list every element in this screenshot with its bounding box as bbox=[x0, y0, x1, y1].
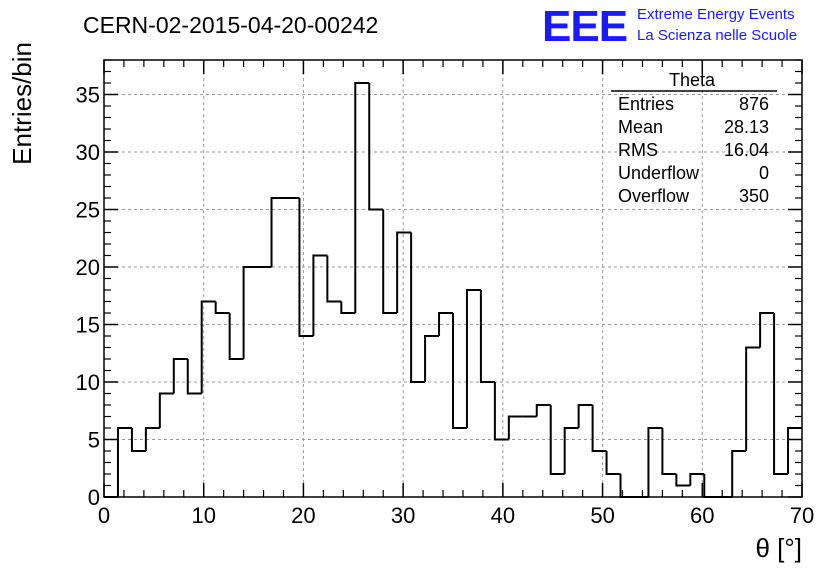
eee-logo: EEE Extreme Energy Events La Scienza nel… bbox=[542, 2, 797, 51]
histogram-bin bbox=[493, 382, 509, 441]
histogram-bin bbox=[452, 313, 467, 429]
histogram-bin bbox=[507, 415, 523, 440]
x-tick-label: 50 bbox=[590, 503, 614, 528]
x-tick-label: 30 bbox=[391, 503, 415, 528]
histogram-bin bbox=[549, 405, 565, 475]
histogram-bin bbox=[675, 474, 691, 487]
stats-box: Theta Entries 876 Mean 28.13 RMS 16.04 Underfl… bbox=[611, 70, 777, 206]
stats-row-label: Mean bbox=[618, 117, 663, 137]
stats-row-label: RMS bbox=[618, 140, 658, 160]
chart-title: CERN-02-2015-04-20-00242 bbox=[83, 12, 378, 38]
logo-line2: La Scienza nelle Scuole bbox=[637, 27, 797, 44]
histogram-bin bbox=[242, 266, 258, 359]
y-tick-label: 10 bbox=[76, 370, 100, 395]
histogram-bin bbox=[186, 359, 202, 395]
histogram-bin bbox=[368, 83, 384, 211]
stats-row-label: Entries bbox=[618, 94, 674, 114]
histogram-bin bbox=[647, 427, 663, 497]
y-tick-labels: 0 5 10 15 20 25 30 35 bbox=[76, 83, 100, 511]
histogram-bin bbox=[200, 300, 216, 394]
histogram-bin bbox=[479, 290, 495, 383]
histogram-bin bbox=[689, 473, 705, 486]
histogram-bin bbox=[326, 255, 342, 303]
histogram-bin bbox=[424, 335, 440, 382]
logo-letters: EEE bbox=[542, 2, 627, 51]
stats-row-value: 876 bbox=[739, 94, 769, 114]
histogram-bin bbox=[605, 451, 621, 475]
axis-ticks bbox=[103, 59, 803, 498]
histogram-bin bbox=[172, 358, 188, 394]
histogram-bin bbox=[465, 289, 481, 428]
y-tick-label: 0 bbox=[88, 485, 100, 510]
histogram-bin bbox=[661, 428, 677, 475]
x-tick-label: 0 bbox=[98, 503, 110, 528]
stats-row-value: 0 bbox=[759, 163, 769, 183]
histogram-bin bbox=[270, 197, 286, 267]
histogram-bin bbox=[731, 450, 747, 497]
y-tick-label: 20 bbox=[76, 255, 100, 280]
histogram-bin bbox=[396, 231, 412, 313]
histogram-bin bbox=[745, 346, 761, 451]
y-tick-label: 15 bbox=[76, 313, 100, 338]
histogram-bin bbox=[759, 312, 775, 348]
x-tick-label: 20 bbox=[291, 503, 315, 528]
stats-box-title: Theta bbox=[669, 70, 716, 90]
histogram-bin bbox=[158, 392, 174, 428]
histogram-bin bbox=[577, 404, 593, 428]
histogram-bin bbox=[228, 313, 244, 360]
stats-row-value: 16.04 bbox=[724, 140, 769, 160]
histogram-bin bbox=[773, 313, 789, 475]
histogram-bin bbox=[130, 428, 146, 452]
y-tick-label: 5 bbox=[88, 428, 100, 453]
histogram-bin bbox=[298, 198, 314, 337]
y-tick-label: 35 bbox=[76, 83, 100, 108]
histogram-bin bbox=[214, 301, 230, 314]
x-tick-labels: 0 10 20 30 40 50 60 70 bbox=[98, 503, 814, 528]
histogram-bin bbox=[438, 312, 453, 336]
x-tick-label: 10 bbox=[191, 503, 215, 528]
y-tick-label: 30 bbox=[76, 140, 100, 165]
y-axis-label: Entries/bin bbox=[7, 42, 37, 165]
histogram-bin bbox=[312, 254, 328, 336]
histogram-bin bbox=[535, 404, 551, 417]
histogram-bin bbox=[144, 427, 160, 451]
stats-row-label: Underflow bbox=[618, 163, 700, 183]
stats-row-label: Overflow bbox=[618, 186, 690, 206]
y-tick-label: 25 bbox=[76, 198, 100, 223]
histogram-bin bbox=[563, 427, 579, 474]
x-axis-label: θ [°] bbox=[755, 533, 802, 563]
x-tick-label: 40 bbox=[491, 503, 515, 528]
histogram-bin bbox=[410, 232, 426, 383]
stats-row-value: 28.13 bbox=[724, 117, 769, 137]
histogram-bin bbox=[116, 427, 132, 497]
histogram-bin bbox=[340, 301, 356, 314]
histogram-bin bbox=[382, 209, 398, 314]
stats-row-value: 350 bbox=[739, 186, 769, 206]
histogram-bin bbox=[354, 82, 370, 313]
logo-line1: Extreme Energy Events bbox=[637, 6, 795, 23]
histogram-bin bbox=[591, 405, 607, 452]
x-tick-label: 70 bbox=[790, 503, 814, 528]
x-tick-label: 60 bbox=[690, 503, 714, 528]
